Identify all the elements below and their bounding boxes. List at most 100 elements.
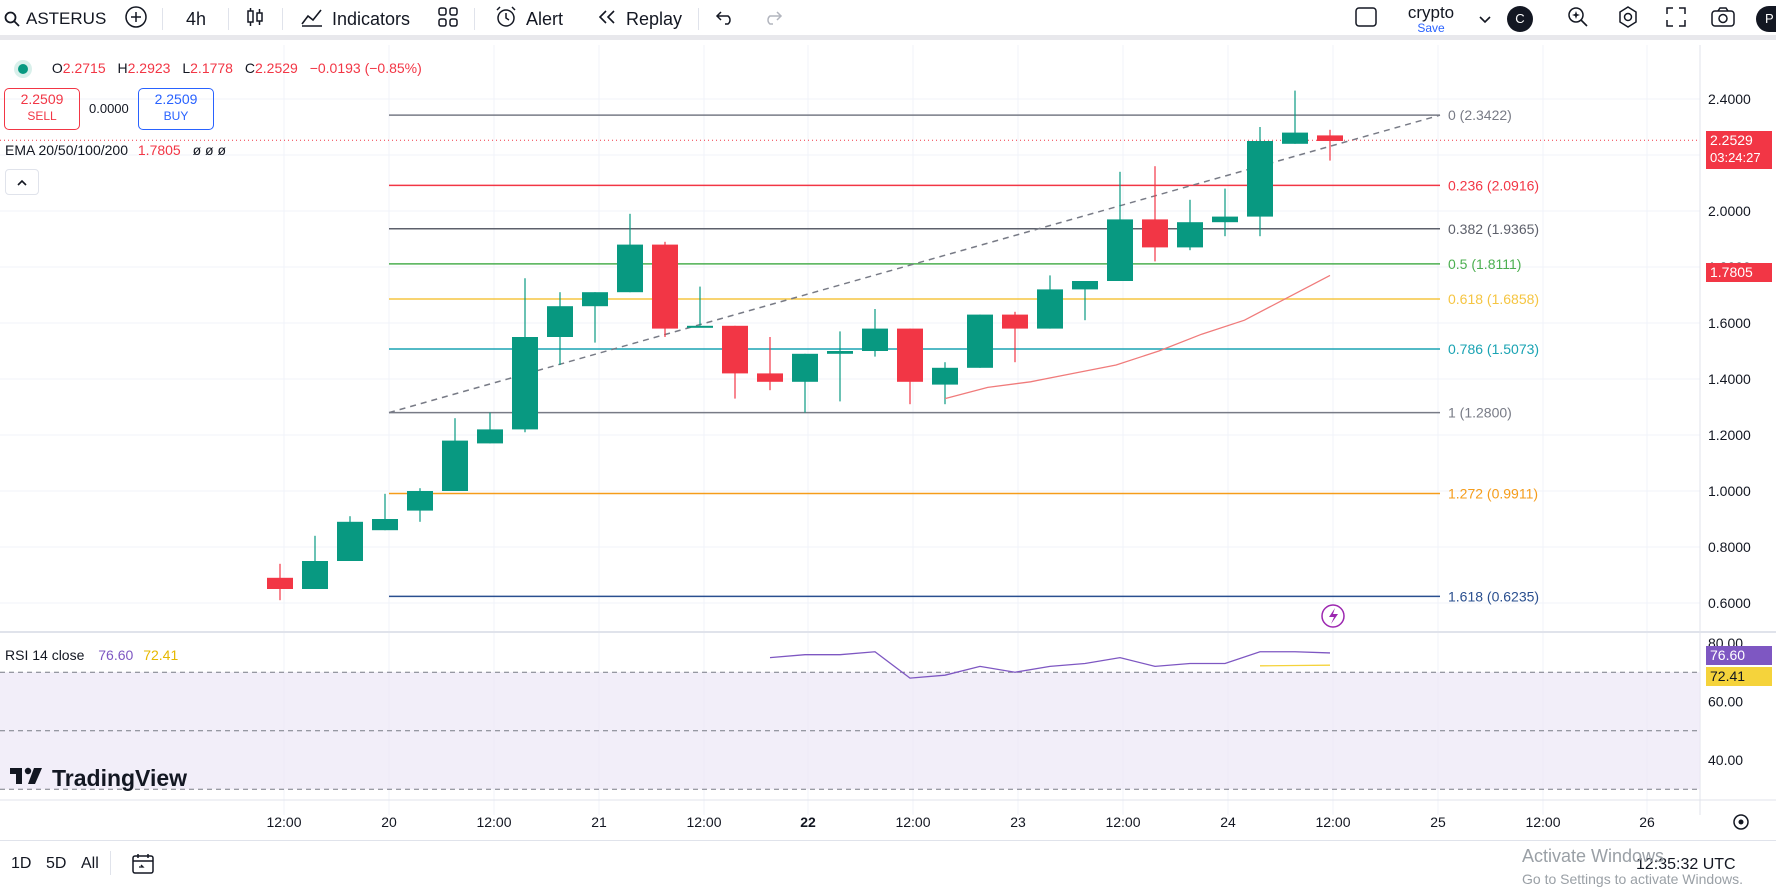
chart-type-button[interactable] xyxy=(244,0,266,38)
fullscreen-toggle[interactable] xyxy=(1354,0,1378,38)
candle-body[interactable] xyxy=(547,306,573,337)
profile-avatar: C xyxy=(1507,6,1533,32)
candle-body[interactable] xyxy=(967,314,993,368)
ema-line[interactable] xyxy=(944,274,1331,400)
time-axis-day-label: 21 xyxy=(591,814,607,830)
candle-body[interactable] xyxy=(1247,141,1273,217)
price-axis-label: 1.4000 xyxy=(1708,371,1751,387)
low-label: L xyxy=(182,60,191,76)
sell-price: 2.2509 xyxy=(20,91,64,107)
alert-button[interactable]: Alert xyxy=(494,0,563,38)
ema-legend[interactable]: EMA 20/50/100/200 1.7805 ø ø ø xyxy=(5,142,226,158)
divider xyxy=(698,8,699,30)
candle-body[interactable] xyxy=(792,353,818,382)
sell-label: SELL xyxy=(27,109,57,123)
candle-body[interactable] xyxy=(617,244,643,293)
price-axis-label: 2.4000 xyxy=(1708,91,1751,107)
chevron-up-icon xyxy=(15,179,29,198)
redo-icon xyxy=(762,8,784,31)
buy-price: 2.2509 xyxy=(154,91,198,107)
candle-body[interactable] xyxy=(512,337,538,430)
redo-button[interactable] xyxy=(762,0,784,38)
buy-button[interactable]: 2.2509 BUY xyxy=(138,88,214,130)
candle-body[interactable] xyxy=(1282,132,1308,144)
candle-body[interactable] xyxy=(897,328,923,382)
buy-label: BUY xyxy=(163,109,189,123)
fib-level-label: 0.5 (1.8111) xyxy=(1448,256,1521,272)
layout-name: crypto xyxy=(1407,3,1455,22)
layout-name-button[interactable]: crypto Save xyxy=(1398,2,1464,36)
user-menu-button[interactable]: P xyxy=(1756,0,1776,38)
candle-body[interactable] xyxy=(1002,314,1028,329)
gear-icon xyxy=(1616,5,1640,34)
divider xyxy=(162,8,163,30)
candles-icon xyxy=(244,6,266,33)
candle-body[interactable] xyxy=(652,244,678,329)
ema-empty-values: ø ø ø xyxy=(192,142,227,158)
candle-body[interactable] xyxy=(372,519,398,531)
time-axis-label: 12:00 xyxy=(1315,814,1350,830)
candle-body[interactable] xyxy=(862,328,888,351)
undo-button[interactable] xyxy=(714,0,736,38)
fib-level-label: 0.236 (2.0916) xyxy=(1448,177,1539,193)
divider xyxy=(228,8,229,30)
candle-body[interactable] xyxy=(1212,216,1238,223)
candle-body[interactable] xyxy=(1177,222,1203,248)
rsi-value: 76.60 xyxy=(98,647,134,663)
fib-level-label: 1.272 (0.9911) xyxy=(1448,485,1538,501)
candle-body[interactable] xyxy=(932,367,958,385)
fib-level-label: 1 (1.2800) xyxy=(1448,405,1512,421)
rsi-ma-line[interactable] xyxy=(1259,664,1331,667)
clock[interactable]: 12:35:32 UTC xyxy=(1636,856,1736,873)
candle-body[interactable] xyxy=(442,440,468,491)
range-1d[interactable]: 1D xyxy=(11,855,32,872)
indicators-icon xyxy=(300,6,324,33)
rsi-legend[interactable]: RSI 14 close 76.60 72.41 xyxy=(5,647,178,663)
profile-badge[interactable]: C xyxy=(1507,0,1533,38)
candle-body[interactable] xyxy=(827,351,853,354)
time-axis-label: 12:00 xyxy=(266,814,301,830)
bar-countdown: 03:24:27 xyxy=(1710,150,1761,165)
bolt-icon xyxy=(1329,608,1338,624)
indicators-button[interactable]: Indicators xyxy=(300,0,410,38)
candle-body[interactable] xyxy=(1037,289,1063,329)
collapse-legend-button[interactable] xyxy=(5,169,39,195)
axis-settings-icon[interactable] xyxy=(1733,814,1749,830)
sell-button[interactable]: 2.2509 SELL xyxy=(4,88,80,130)
settings-button[interactable] xyxy=(1616,0,1640,38)
time-axis-label: 12:00 xyxy=(686,814,721,830)
candle-body[interactable] xyxy=(722,325,748,374)
tradingview-logo[interactable]: TradingView xyxy=(8,765,187,792)
time-axis-label: 12:00 xyxy=(1525,814,1560,830)
chart-canvas[interactable]: 2.40002.20002.00001.80001.60001.40001.20… xyxy=(0,45,1776,840)
maximize-button[interactable] xyxy=(1664,0,1688,38)
candle-body[interactable] xyxy=(1142,219,1168,248)
layouts-button[interactable] xyxy=(437,0,459,38)
candle-body[interactable] xyxy=(1107,219,1133,281)
candle-body[interactable] xyxy=(757,373,783,382)
alarm-clock-icon xyxy=(494,5,518,34)
goto-date-button[interactable] xyxy=(130,852,156,881)
candle-body[interactable] xyxy=(302,561,328,589)
candle-body[interactable] xyxy=(267,577,293,589)
snapshot-button[interactable] xyxy=(1710,0,1736,38)
quick-search-button[interactable] xyxy=(1566,0,1590,38)
timeframe-button[interactable]: 4h xyxy=(186,8,207,29)
candle-body[interactable] xyxy=(687,325,713,328)
candle-body[interactable] xyxy=(337,521,363,561)
compare-button[interactable] xyxy=(124,0,148,38)
range-all[interactable]: All xyxy=(81,855,99,872)
candle-body[interactable] xyxy=(582,292,608,307)
candle-body[interactable] xyxy=(1317,135,1343,141)
price-axis-label: 2.0000 xyxy=(1708,203,1751,219)
candle-body[interactable] xyxy=(477,429,503,444)
last-price-tag: 2.2529 03:24:27 xyxy=(1706,131,1772,169)
rsi-line[interactable] xyxy=(769,651,1331,679)
layout-save-status: Save xyxy=(1417,21,1445,35)
range-5d[interactable]: 5D xyxy=(46,855,67,872)
symbol-search[interactable]: ASTERUS xyxy=(4,0,106,38)
replay-button[interactable]: Replay xyxy=(596,0,682,38)
candle-body[interactable] xyxy=(1072,281,1098,290)
candle-body[interactable] xyxy=(407,491,433,511)
layout-menu-button[interactable] xyxy=(1478,0,1492,38)
